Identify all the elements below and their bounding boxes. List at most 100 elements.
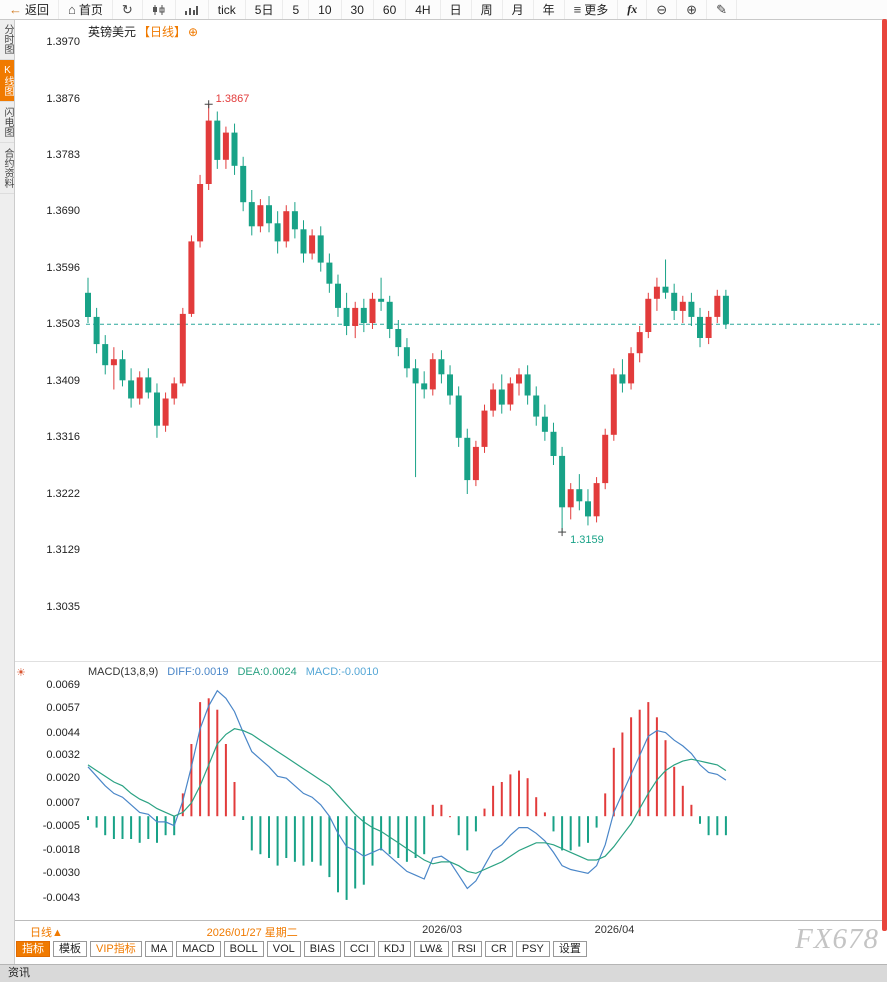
tab-lwr[interactable]: LW& bbox=[413, 940, 449, 957]
tab-kdj[interactable]: KDJ bbox=[377, 940, 411, 957]
zoom-out-icon: ⊖ bbox=[656, 2, 668, 17]
period-tick-button[interactable]: tick bbox=[209, 0, 246, 19]
axis-tick-label: 1.3316 bbox=[46, 431, 80, 444]
period-week-button[interactable]: 周 bbox=[472, 0, 503, 19]
tab-cr[interactable]: CR bbox=[484, 940, 513, 957]
x-axis-date-label: 2026/01/27 星期二 bbox=[206, 927, 298, 939]
period-5-button-label: 5 bbox=[292, 2, 300, 17]
zoom-in-icon: ⊕ bbox=[686, 2, 698, 17]
back-button[interactable]: ← 返回 bbox=[0, 0, 60, 19]
news-tab[interactable]: 资讯 bbox=[8, 967, 30, 979]
volume-chart-button[interactable] bbox=[176, 0, 209, 19]
axis-tick-label: 1.3596 bbox=[46, 262, 80, 274]
tab-cci[interactable]: CCI bbox=[343, 940, 375, 957]
period-day-button-label: 日 bbox=[449, 3, 462, 17]
macd-chart-area[interactable] bbox=[86, 664, 880, 918]
axis-tick-label: -0.0018 bbox=[42, 844, 80, 857]
refresh-button[interactable]: ↻ bbox=[113, 0, 143, 19]
more-button-label: 更多 bbox=[584, 3, 609, 17]
tab-lightning-chart[interactable]: 闪电图 bbox=[0, 102, 14, 143]
axis-tick-label: 1.3783 bbox=[46, 149, 80, 161]
axis-tick-label: 1.3690 bbox=[46, 205, 80, 218]
axis-tick-label: 0.0044 bbox=[46, 726, 80, 739]
axis-tick-label: 1.3222 bbox=[46, 488, 80, 500]
tab-time-chart[interactable]: 分时图 bbox=[0, 19, 14, 60]
period-year-button-label: 年 bbox=[542, 3, 555, 17]
home-button-label: 首页 bbox=[78, 3, 103, 17]
axis-tick-label: 0.0020 bbox=[46, 772, 80, 785]
axis-tick-label: -0.0005 bbox=[42, 819, 80, 832]
axis-tick-label: 1.3035 bbox=[46, 601, 80, 613]
x-axis-date-label: 2026/03 bbox=[422, 924, 462, 936]
axis-tick-label: 0.0057 bbox=[46, 701, 80, 714]
period-week-button-label: 周 bbox=[480, 3, 493, 17]
menu-icon: ≡ bbox=[573, 2, 582, 17]
more-button[interactable]: ≡ 更多 bbox=[565, 0, 619, 19]
back-icon: ← bbox=[9, 2, 22, 17]
add-indicator-icon[interactable]: ⊕ bbox=[188, 25, 199, 39]
tab-settings[interactable]: 设置 bbox=[552, 940, 587, 957]
refresh-icon: ↻ bbox=[121, 2, 133, 17]
vertical-scrollbar[interactable] bbox=[882, 19, 887, 931]
period-60-button[interactable]: 60 bbox=[374, 0, 407, 19]
period-day-button[interactable]: 日 bbox=[441, 0, 472, 19]
x-axis-row: 日线▲ 2026/01/27 星期二 2026/03 2026/04 bbox=[14, 920, 887, 939]
axis-tick-label: 1.3503 bbox=[46, 318, 80, 331]
tab-contract-info[interactable]: 合约资料 bbox=[0, 143, 14, 194]
top-toolbar: ← 返回 ⌂ 首页 ↻ tick 5日 5 10 30 60 4H 日周月年 ≡ 更多 fx ⊖ ⊕ ✎ bbox=[0, 0, 887, 20]
period-30-button-label: 30 bbox=[350, 2, 364, 17]
period-month-button[interactable]: 月 bbox=[503, 0, 534, 19]
kline-icon bbox=[152, 4, 166, 16]
axis-tick-label: 1.3129 bbox=[46, 544, 80, 557]
tab-psy[interactable]: PSY bbox=[515, 940, 550, 957]
period-selector-arrow-icon: ▲ bbox=[52, 927, 63, 939]
price-chart-area[interactable] bbox=[86, 32, 880, 660]
tab-kline-chart[interactable]: K线图 bbox=[0, 60, 14, 102]
tab-boll[interactable]: BOLL bbox=[223, 940, 264, 957]
tab-ma[interactable]: MA bbox=[144, 940, 174, 957]
zoom-in-button[interactable]: ⊕ bbox=[677, 0, 708, 19]
macd-diff-value: DIFF:0.0019 bbox=[167, 666, 229, 678]
tab-indicator[interactable]: 指标 bbox=[16, 940, 50, 957]
period-tag: 【日线】 bbox=[138, 25, 187, 39]
period-4h-button[interactable]: 4H bbox=[406, 0, 441, 19]
axis-tick-label: 1.3409 bbox=[46, 375, 80, 387]
tab-rsi[interactable]: RSI bbox=[451, 940, 482, 957]
tab-bias[interactable]: BIAS bbox=[303, 940, 341, 957]
tab-macd[interactable]: MACD bbox=[176, 940, 221, 957]
axis-tick-label: 1.3970 bbox=[46, 36, 80, 48]
period-year-button[interactable]: 年 bbox=[534, 0, 565, 19]
period-selector[interactable]: 日线▲ bbox=[30, 924, 63, 940]
axis-tick-label: 1.3876 bbox=[46, 92, 80, 105]
macd-params-label: MACD(13,8,9) bbox=[88, 666, 159, 678]
axis-tick-label: -0.0043 bbox=[42, 892, 80, 904]
period-10-button[interactable]: 10 bbox=[309, 0, 342, 19]
axis-tick-label: 0.0069 bbox=[46, 679, 80, 691]
chart-type-sidebar: 分时图 K线图 闪电图 合约资料 bbox=[0, 19, 15, 965]
draw-button[interactable]: ✎ bbox=[707, 0, 737, 19]
kline-chart-button[interactable] bbox=[143, 0, 176, 19]
fx-button-label: fx bbox=[627, 2, 638, 16]
home-button[interactable]: ⌂ 首页 bbox=[59, 0, 113, 19]
volume-icon bbox=[184, 4, 199, 16]
period-5d-button[interactable]: 5日 bbox=[246, 0, 284, 19]
period-60-button-label: 60 bbox=[382, 2, 397, 17]
period-5d-button-label: 5日 bbox=[254, 3, 274, 17]
period-4h-button-label: 4H bbox=[415, 2, 431, 17]
zoom-out-button[interactable]: ⊖ bbox=[647, 0, 678, 19]
tab-template[interactable]: 模板 bbox=[53, 940, 87, 957]
macd-dea-value: DEA:0.0024 bbox=[237, 666, 297, 678]
tab-vip-indicator[interactable]: VIP指标 bbox=[90, 940, 142, 957]
instrument-name: 英镑美元 bbox=[88, 25, 137, 39]
indicator-settings-icon[interactable]: ☀ bbox=[16, 667, 26, 679]
period-tick-button-label: tick bbox=[217, 2, 236, 17]
fx-button[interactable]: fx bbox=[618, 0, 648, 19]
period-month-button-label: 月 bbox=[511, 3, 524, 17]
period-30-button[interactable]: 30 bbox=[342, 0, 374, 19]
back-button-label: 返回 bbox=[25, 3, 50, 17]
axis-tick-label: -0.0030 bbox=[42, 867, 80, 880]
footer-bar: 资讯 bbox=[0, 964, 887, 982]
watermark: FX678 bbox=[795, 923, 879, 955]
period-5-button[interactable]: 5 bbox=[283, 0, 310, 19]
tab-vol[interactable]: VOL bbox=[266, 940, 301, 957]
